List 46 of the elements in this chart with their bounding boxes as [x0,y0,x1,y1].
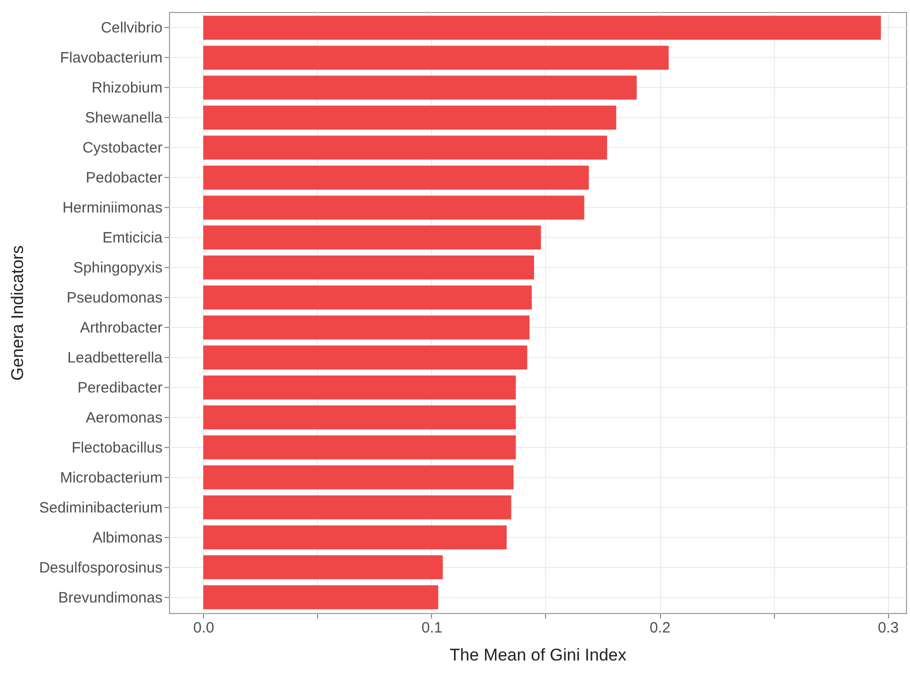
bar [203,256,534,280]
y-tick-label: Sphingopyxis [73,260,162,277]
x-tick-label: 0.0 [193,620,214,636]
bar [203,286,532,310]
bar [203,495,512,520]
bar [203,16,881,40]
bar [203,315,530,340]
x-tick-label: 0.3 [878,620,899,636]
y-tick-label: Arthrobacter [80,319,162,336]
y-tick-label: Sediminibacterium [39,499,162,516]
y-tick-label: Cellvibrio [100,20,162,37]
y-tick-label: Albimonas [92,529,162,546]
y-tick-label: Pedobacter [86,170,162,187]
x-tick-label: 0.2 [650,620,670,636]
bar [203,166,589,190]
y-tick-label: Cystobacter [82,140,162,157]
x-axis-title: The Mean of Gini Index [450,646,627,664]
bar [203,76,637,100]
bar [203,345,528,370]
y-tick-label: Pseudomonas [66,290,162,307]
y-tick-label: Herminiimonas [62,200,162,217]
y-tick-label: Flectobacillus [72,439,162,456]
bar [203,585,438,610]
bar [203,106,616,130]
y-tick-label: Microbacterium [60,469,162,486]
bar [203,555,443,580]
x-tick-label: 0.1 [421,620,442,636]
y-tick-label: Desulfosporosinus [39,559,162,576]
y-tick-label: Flavobacterium [60,50,162,67]
y-tick-label: Rhizobium [92,80,162,97]
y-tick-label: Leadbetterella [67,349,164,366]
bar [203,46,669,70]
bar [203,435,516,460]
bar [203,226,541,250]
y-tick-label: Shewanella [84,110,164,127]
bar [203,405,516,430]
y-tick-label: Brevundimonas [58,589,162,606]
bar [203,136,608,160]
bar [203,525,507,550]
bar [203,375,516,400]
y-tick-label: Emticicia [102,230,164,247]
y-tick-label: Aeromonas [86,409,162,426]
y-tick-label: Peredibacter [77,379,162,396]
y-axis-title: Genera Indicators [8,245,28,381]
bar [203,196,584,220]
bar [203,465,514,490]
